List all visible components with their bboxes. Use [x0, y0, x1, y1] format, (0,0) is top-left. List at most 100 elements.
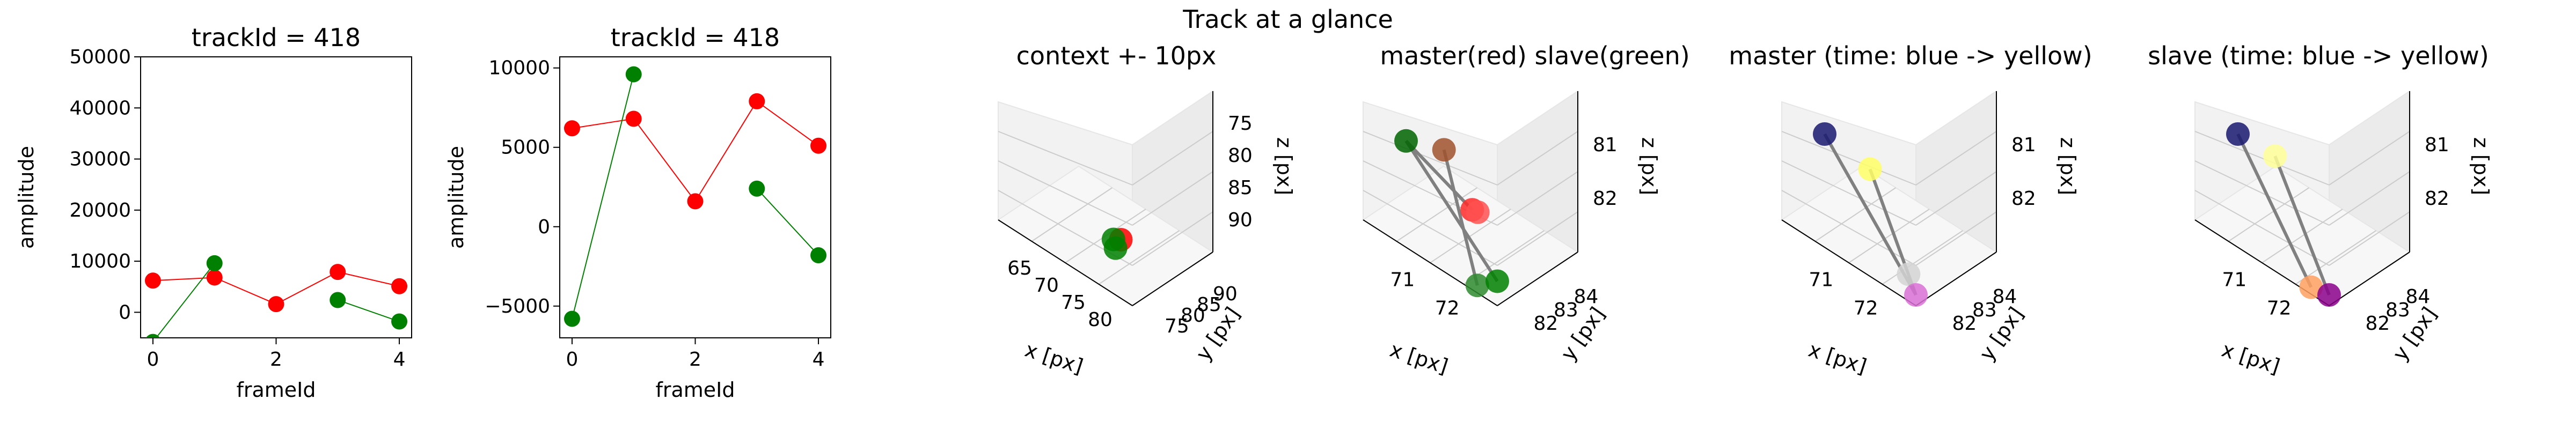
z-tick-label: 82 [2011, 188, 2036, 210]
y-tick-label: 90 [1213, 283, 1238, 305]
y-tick-label: −5000 [485, 295, 550, 317]
data-point [749, 180, 765, 197]
grid-line [1814, 187, 1897, 242]
data-point [2317, 283, 2341, 307]
grid-line [1781, 160, 1916, 226]
x-axis-label: x [px] [2219, 338, 2283, 379]
grid-line [1363, 131, 1498, 186]
data-point [1465, 273, 1489, 298]
x-tick-label: 65 [1007, 257, 1032, 279]
y-tick-label: 20000 [69, 199, 131, 221]
data-point [625, 110, 642, 127]
plot-area [144, 255, 408, 338]
y-tick-label: 83 [1554, 299, 1578, 321]
grid-line [2228, 187, 2310, 242]
grid-line [1915, 171, 1997, 226]
y-tick-label: 50000 [69, 46, 131, 68]
axes-frame [140, 56, 412, 338]
y-tick-label: 30000 [69, 149, 131, 171]
y-tick-label: 10000 [488, 57, 550, 79]
grid-line [2194, 190, 2330, 266]
data-point [146, 334, 160, 338]
z-axis-label: z [px] [1272, 137, 1296, 195]
y-tick-label: 0 [538, 216, 550, 238]
y-axis-edge [1915, 252, 1997, 306]
data-point [1858, 157, 1882, 181]
grid-line [1132, 171, 1213, 226]
grid-line [1497, 171, 1578, 226]
data-point [330, 292, 346, 308]
y-tick-label: 85 [1197, 294, 1221, 316]
grid-line [1781, 131, 1916, 186]
x-axis-edge [1781, 219, 1916, 306]
grid-line [1497, 131, 1578, 186]
link-line [1404, 139, 1474, 211]
grid-line [1363, 190, 1498, 266]
x-tick-label: 72 [1854, 298, 1878, 320]
x-tick-label: 70 [1034, 275, 1059, 297]
grid-line [1915, 211, 1997, 266]
grid-line [2194, 131, 2330, 186]
data-point [810, 137, 827, 154]
grid-line [1882, 230, 1964, 285]
y-tick-label: 82 [2366, 313, 2390, 335]
chart-title: master (time: blue -> yellow) [1729, 41, 2092, 70]
grid-line [1098, 230, 1180, 285]
data-point [810, 247, 827, 264]
data-point [391, 313, 408, 330]
z-axis-label: z [px] [2469, 137, 2493, 195]
series-line [756, 188, 819, 256]
z-tick-label: 90 [1228, 209, 1253, 231]
panel-1: trackId = 418 frameId amplitude 0 2 4 0 10000 20… [14, 23, 412, 402]
data-point [1897, 262, 1921, 286]
panel-5: master (time: blue -> yellow)71728283848… [1729, 41, 2092, 379]
panel-2: trackId = 418 frameId amplitude 0 2 4 −5000 0 50… [444, 23, 831, 402]
data-point [2263, 144, 2287, 168]
y-tick-label: 5000 [501, 137, 550, 159]
z-tick-label: 82 [2425, 188, 2449, 210]
data-point [206, 255, 223, 271]
data-point [687, 193, 704, 210]
grid-line [2329, 211, 2410, 266]
grid-line [2329, 171, 2410, 226]
data-point [2299, 275, 2323, 299]
grid-line [2329, 131, 2410, 186]
y-tick-label: 83 [2385, 299, 2410, 321]
grid-line [998, 131, 1133, 186]
y-tick-label: 84 [1993, 286, 2017, 308]
y-axis-edge [2329, 252, 2410, 306]
grid-line [2262, 209, 2343, 263]
series-line [155, 263, 215, 338]
data-point [268, 296, 284, 313]
x-axis-label: x [px] [1806, 338, 1870, 379]
z-tick-label: 75 [1228, 113, 1253, 135]
link-line [1404, 140, 1499, 283]
x-tick-label: 0 [147, 349, 159, 371]
panel-6: slave (time: blue -> yellow)717282838482… [2148, 41, 2493, 379]
data-point [1466, 200, 1490, 224]
x-axis-label: x [px] [1022, 338, 1086, 379]
x-axis-label: x [px] [1387, 338, 1451, 379]
grid-line [2295, 230, 2377, 285]
x-tick-label: 2 [270, 349, 282, 371]
link-line [2236, 133, 2313, 288]
data-point [1432, 138, 1456, 162]
data-point [2226, 122, 2250, 146]
link-line [1442, 149, 1479, 286]
y-axis-edge [1497, 252, 1578, 306]
z-tick-label: 85 [1228, 177, 1253, 199]
x-tick-label: 75 [1061, 292, 1086, 314]
grid-line [2194, 160, 2330, 226]
grid-line [1848, 209, 1930, 263]
y-tick-label: 0 [119, 301, 131, 323]
y-tick-label: 83 [1972, 299, 1997, 321]
data-point [1904, 283, 1928, 307]
data-point [1485, 269, 1509, 293]
x-tick-label: 72 [1435, 298, 1460, 320]
z-tick-label: 81 [1593, 134, 1618, 156]
grid-line [1031, 187, 1113, 242]
y-tick-label: 84 [1574, 286, 1599, 308]
data-point [206, 269, 223, 286]
